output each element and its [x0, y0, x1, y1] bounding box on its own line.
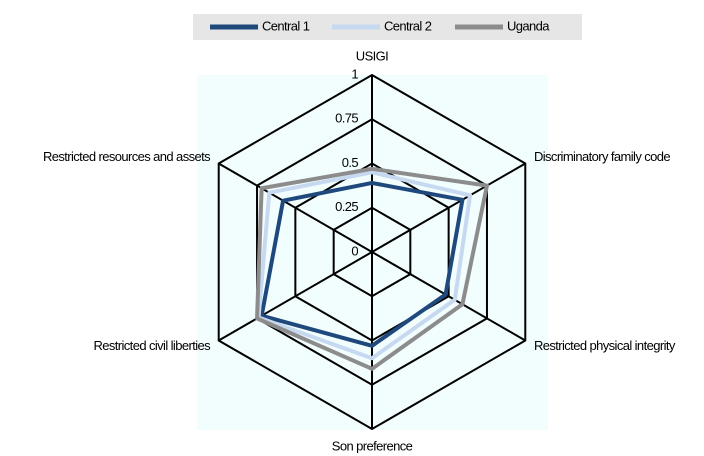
axis-label: Restricted physical integrity: [534, 338, 676, 353]
r-tick-label: 0.25: [335, 199, 358, 214]
r-tick-label: 1: [351, 66, 358, 81]
axis-label: Discriminatory family code: [534, 149, 670, 164]
axis-label: Restricted civil liberties: [93, 338, 211, 353]
legend-label: Uganda: [507, 18, 550, 33]
r-tick-label: 0.75: [335, 111, 358, 126]
spoke: [218, 162, 373, 253]
series-line: [255, 166, 489, 371]
spoke: [218, 251, 373, 342]
axis-label: Son preference: [332, 438, 413, 453]
axis-label: Restricted resources and assets: [43, 149, 211, 164]
series-line: [259, 180, 465, 348]
axis-label: USIGI: [356, 48, 388, 63]
r-tick-label: 0: [351, 243, 358, 258]
spoke: [371, 251, 526, 342]
legend-label: Central 2: [384, 18, 432, 33]
r-tick-label: 0.5: [342, 155, 359, 170]
legend-label: Central 1: [262, 18, 310, 33]
spoke: [371, 162, 526, 253]
series-line: [256, 170, 473, 361]
